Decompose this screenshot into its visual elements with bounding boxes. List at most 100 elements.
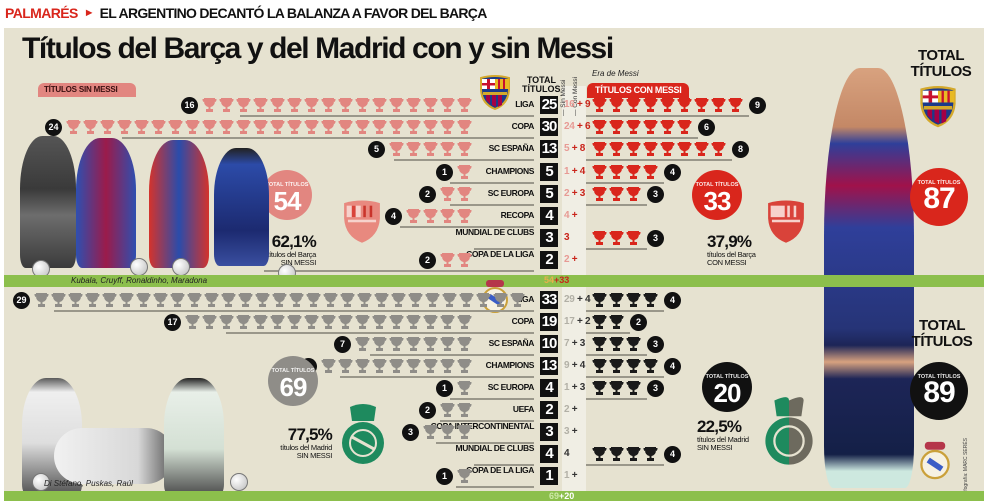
trophy-icon — [372, 336, 387, 352]
row-split: 9 + 4 — [564, 360, 585, 371]
trophy-icon — [592, 336, 607, 352]
split-con: 2 — [585, 316, 591, 327]
barca-crest-red-icon — [764, 198, 808, 244]
trophy-icon — [677, 97, 692, 113]
circle-label: TOTAL TÍTULOS — [695, 182, 739, 188]
trophy-icon — [338, 314, 353, 330]
madrid-grand-total-heading: TOTAL TÍTULOS — [911, 317, 973, 350]
trophy-icon — [187, 292, 202, 308]
split-con: 3 — [579, 188, 586, 199]
trophy-icon — [592, 164, 607, 180]
split-con: 4 — [579, 360, 586, 371]
trophy-icon — [423, 336, 438, 352]
row-total: 5 — [540, 163, 558, 181]
trophy-icon — [389, 314, 404, 330]
trophies-con — [592, 141, 726, 157]
row-divider-con — [586, 464, 664, 466]
trophies-sin — [185, 314, 472, 330]
trophy-icon — [626, 97, 641, 113]
trophy-icon — [510, 292, 525, 308]
trophies-sin — [389, 141, 472, 157]
trophy-icon — [592, 358, 607, 374]
row-label: COPA — [511, 121, 535, 131]
madrid-crest-split-icon — [762, 396, 816, 468]
era-label: Era de Messi — [592, 69, 639, 78]
row-split: 4 — [564, 448, 570, 459]
row-split: 5 + 8 — [564, 143, 585, 154]
trophy-icon — [457, 380, 472, 396]
trophy-icon — [34, 292, 49, 308]
split-plus: + — [569, 426, 578, 437]
barca-sin-pct: 62,1% títulos del Barça SIN MESSI — [236, 233, 316, 267]
trophy-icon — [355, 119, 370, 135]
trophy-icon — [440, 402, 455, 418]
trophy-icon — [609, 164, 624, 180]
trophy-icon — [355, 358, 370, 374]
trophy-icon — [372, 97, 387, 113]
puskas-photo — [54, 428, 174, 484]
trophy-icon — [406, 141, 421, 157]
row-label: COPA DE LA LIGA — [466, 465, 534, 475]
row-total: 4 — [540, 207, 558, 225]
split-plus: + — [569, 360, 580, 371]
split-plus: + — [574, 99, 586, 110]
trophies-con — [592, 380, 641, 396]
row-divider-con — [586, 115, 749, 117]
trophies-sin — [355, 336, 472, 352]
trophies-con — [592, 164, 658, 180]
row-divider — [450, 398, 534, 400]
row-split: 2 + 3 — [564, 188, 585, 199]
row-divider — [394, 159, 534, 161]
pct-line2: SIN MESSI — [697, 443, 733, 452]
trophy-icon — [185, 314, 200, 330]
split-con: 4 — [585, 294, 591, 305]
count-badge-sin: 7 — [334, 336, 351, 353]
row-total: 33 — [540, 291, 558, 309]
pct-line1: títulos del Madrid — [697, 435, 749, 444]
row-label: COPA INTERCONTINENTAL — [430, 421, 535, 431]
trophy-icon — [440, 336, 455, 352]
trophies-sin — [34, 292, 525, 308]
count-badge-con: 3 — [647, 336, 664, 353]
row-divider-con — [586, 354, 647, 356]
trophy-icon — [338, 97, 353, 113]
trophy-icon — [457, 97, 472, 113]
count-badge-con: 4 — [664, 358, 681, 375]
sum-con: 20 — [564, 491, 575, 501]
pct-line2: SIN MESSI — [280, 258, 317, 267]
row-label: UEFA — [512, 404, 534, 414]
circle-value: 87 — [923, 182, 955, 215]
row-split: 1 + 3 — [564, 382, 585, 393]
trophy-icon — [321, 314, 336, 330]
trophy-icon — [389, 97, 404, 113]
cruyff-photo — [76, 138, 136, 268]
trophy-icon — [626, 380, 641, 396]
trophy-icon — [423, 314, 438, 330]
trophy-icon — [270, 97, 285, 113]
count-badge-sin: 4 — [385, 208, 402, 225]
count-badge-con: 2 — [630, 314, 647, 331]
trophy-icon — [457, 141, 472, 157]
trophy-icon — [355, 97, 370, 113]
trophy-icon — [83, 119, 98, 135]
trophy-icon — [626, 119, 641, 135]
count-badge-sin: 24 — [45, 119, 62, 136]
trophy-icon — [609, 141, 624, 157]
count-badge-sin: 1 — [436, 468, 453, 485]
trophy-icon — [391, 292, 406, 308]
trophy-icon — [338, 358, 353, 374]
trophy-icon — [168, 119, 183, 135]
row-split: 4 + — [564, 210, 578, 221]
barca-con-pct: 37,9% títulos del Barça CON MESSI — [707, 233, 787, 267]
trophy-icon — [119, 292, 134, 308]
row-label: CHAMPIONS — [485, 360, 535, 370]
trophy-icon — [253, 119, 268, 135]
trophy-icon — [457, 358, 472, 374]
row-split: 2 + — [564, 404, 578, 415]
trophy-icon — [457, 252, 472, 268]
sum-con: 33 — [559, 275, 570, 285]
row-divider — [122, 137, 534, 139]
trophy-icon — [626, 336, 641, 352]
circle-value: 33 — [703, 186, 732, 216]
row-split: 1 + 4 — [564, 166, 585, 177]
